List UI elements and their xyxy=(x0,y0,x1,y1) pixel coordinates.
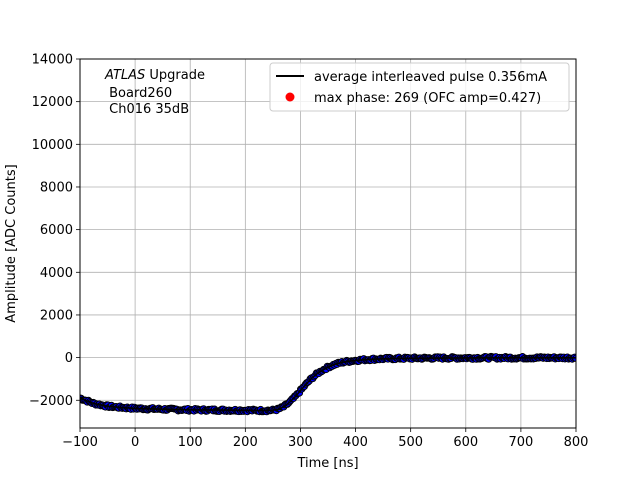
x-axis-label: Time [ns] xyxy=(296,456,358,471)
x-tick-label: 100 xyxy=(178,435,203,450)
y-tick-label: 6000 xyxy=(40,223,73,238)
legend-entry-average-pulse: average interleaved pulse 0.356mA xyxy=(314,70,547,85)
annotation-line-2: Board260 xyxy=(105,86,172,101)
y-tick-label: 2000 xyxy=(40,308,73,323)
atlas-annotation: ATLAS Upgrade Board260 Ch016 35dB xyxy=(104,68,205,117)
x-tick-label: −100 xyxy=(62,435,98,450)
x-tick-label: 0 xyxy=(131,435,139,450)
series-group xyxy=(80,352,576,416)
y-tick-label: 0 xyxy=(65,351,73,366)
legend-box xyxy=(269,62,570,112)
data-layer xyxy=(80,352,576,416)
x-tick-label: 700 xyxy=(508,435,533,450)
annotation-line-1: ATLAS Upgrade xyxy=(104,68,205,83)
y-tick-label: −2000 xyxy=(29,394,73,409)
legend-marker-swatch xyxy=(285,92,295,102)
y-tick-label: 10000 xyxy=(32,138,73,153)
x-tick-label: 400 xyxy=(343,435,368,450)
y-tick-label: 8000 xyxy=(40,180,73,195)
y-tick-label: 12000 xyxy=(32,95,73,110)
x-tick-label: 200 xyxy=(233,435,258,450)
x-tick-label: 800 xyxy=(564,435,589,450)
y-axis-label: Amplitude [ADC Counts] xyxy=(4,164,19,322)
x-tick-label: 500 xyxy=(398,435,423,450)
legend-entry-max-phase: max phase: 269 (OFC amp=0.427) xyxy=(314,91,541,106)
average-pulse-line xyxy=(80,357,576,412)
annotation-upgrade: Upgrade xyxy=(145,68,205,83)
x-tick-label: 600 xyxy=(453,435,478,450)
annotation-atlas: ATLAS xyxy=(104,68,145,83)
y-tick-label: 14000 xyxy=(32,53,73,68)
x-tick-label: 300 xyxy=(288,435,313,450)
y-tick-label: 4000 xyxy=(40,266,73,281)
annotation-line-3: Ch016 35dB xyxy=(105,102,189,117)
legend: average interleaved pulse 0.356mA max ph… xyxy=(269,62,570,112)
ticks: −100 0 100 200 300 400 500 600 700 800 −2000 0 2000 4… xyxy=(29,53,588,451)
plot-frame xyxy=(79,58,577,429)
